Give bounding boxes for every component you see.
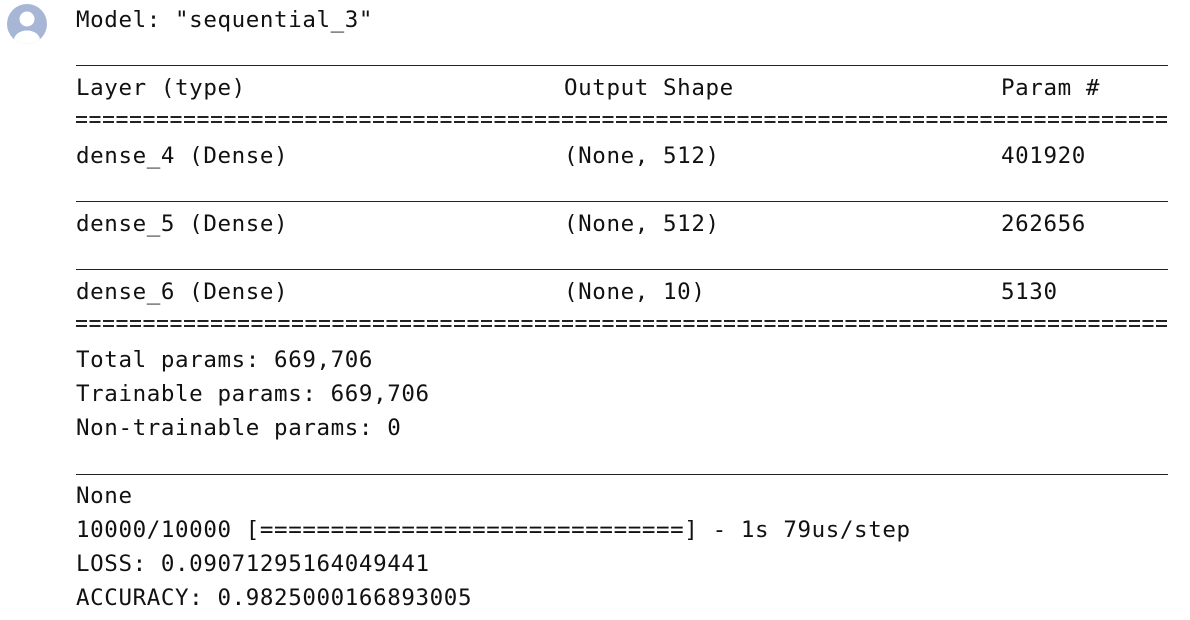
row-rule <box>76 201 1168 202</box>
summary-return-value: None <box>76 483 133 509</box>
progress-bar: [==============================] <box>245 517 699 543</box>
row-output-shape: (None, 10) <box>564 279 706 305</box>
non-trainable-params: Non-trainable params: 0 <box>76 415 402 441</box>
row-output-shape: (None, 512) <box>564 211 720 237</box>
accuracy-value: ACCURACY: 0.9825000166893005 <box>76 585 473 611</box>
trainable-params: Trainable params: 669,706 <box>76 381 430 407</box>
header-output-shape: Output Shape <box>564 75 734 101</box>
progress-timing: - 1s 79us/step <box>698 517 911 543</box>
row-params: 5130 <box>1001 279 1058 305</box>
row-params: 262656 <box>1001 211 1086 237</box>
header-params: Param # <box>1001 75 1101 101</box>
row-layer: dense_6 (Dense) <box>76 279 289 305</box>
evaluation-progress: 10000/10000 [===========================… <box>76 513 911 547</box>
model-title: Model: "sequential_3" <box>76 7 374 33</box>
row-layer: dense_4 (Dense) <box>76 143 289 169</box>
row-output-shape: (None, 512) <box>564 143 720 169</box>
user-avatar-icon <box>7 4 47 44</box>
row-params: 401920 <box>1001 143 1086 169</box>
total-params: Total params: 669,706 <box>76 347 374 373</box>
table-top-rule <box>76 65 1168 66</box>
header-double-rule <box>76 116 1168 123</box>
loss-value: LOSS: 0.09071295164049441 <box>76 551 430 577</box>
table-bottom-double-rule <box>76 320 1168 327</box>
summary-rule <box>76 474 1168 475</box>
row-layer: dense_5 (Dense) <box>76 211 289 237</box>
header-layer: Layer (type) <box>76 75 246 101</box>
progress-count: 10000/10000 <box>76 517 232 543</box>
row-rule <box>76 269 1168 270</box>
